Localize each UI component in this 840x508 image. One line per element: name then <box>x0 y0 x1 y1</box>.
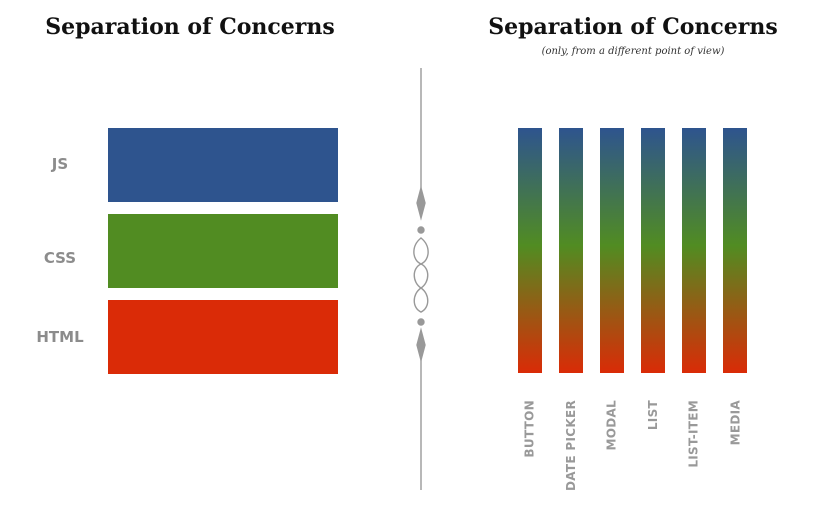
component-column-list-item <box>682 128 706 373</box>
component-column-button <box>518 128 542 373</box>
component-label-media: MEDIA <box>728 400 742 446</box>
component-column-media <box>723 128 747 373</box>
component-column-modal <box>600 128 624 373</box>
layer-bar-css <box>108 214 338 288</box>
right-panel-title: Separation of Concerns <box>488 14 778 40</box>
ornamental-divider-icon <box>413 68 429 490</box>
layer-label-js: JS <box>51 155 69 173</box>
layer-label-css: CSS <box>43 249 77 267</box>
component-label-date-picker: DATE PICKER <box>564 400 578 491</box>
component-label-modal: MODAL <box>605 400 619 451</box>
layer-label-html: HTML <box>36 328 84 346</box>
component-label-button: BUTTON <box>523 400 537 458</box>
layer-bar-js <box>108 128 338 202</box>
component-label-list-item: LIST-ITEM <box>687 400 701 468</box>
component-label-list: LIST <box>646 400 660 431</box>
right-panel-subtitle: (only, from a different point of view) <box>541 46 725 57</box>
layer-bar-html <box>108 300 338 374</box>
left-panel-title: Separation of Concerns <box>45 14 335 40</box>
component-column-list <box>641 128 665 373</box>
component-column-date-picker <box>559 128 583 373</box>
